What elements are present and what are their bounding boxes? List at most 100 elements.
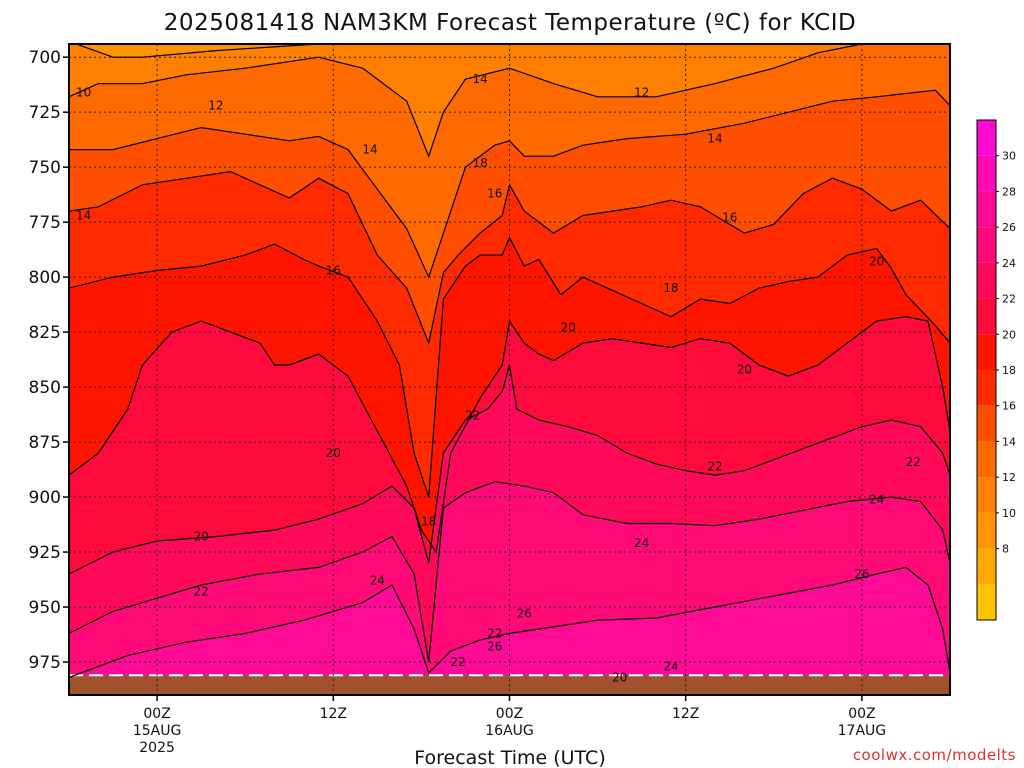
contour-label: 20 <box>612 670 627 684</box>
colorbar-label: 14 <box>1002 435 1016 448</box>
contour-label: 18 <box>472 156 487 170</box>
colorbar-label: 10 <box>1002 507 1016 520</box>
y-tick-label: 950 <box>29 598 61 618</box>
contour-label: 20 <box>194 530 209 544</box>
contour-line-18 <box>69 236 950 498</box>
contour-line-20 <box>69 316 950 554</box>
y-tick-label: 975 <box>29 653 61 673</box>
contour-line-16 <box>69 170 950 346</box>
y-tick-label: 775 <box>29 213 61 233</box>
colorbar-label: 26 <box>1002 221 1016 234</box>
colorbar-label: 12 <box>1002 471 1016 484</box>
y-tick-label: 750 <box>29 158 61 178</box>
y-tick-label: 725 <box>29 103 61 123</box>
contour-label: 26 <box>854 567 869 581</box>
contour-line-22 <box>69 364 950 575</box>
contour-line-10 <box>76 44 319 58</box>
x-axis-label: Forecast Time (UTC) <box>414 747 605 768</box>
y-tick-label: 875 <box>29 433 61 453</box>
colorbar-label: 30 <box>1002 150 1016 163</box>
y-tick-label: 825 <box>29 323 61 343</box>
contour-label: 22 <box>194 585 209 599</box>
temperature-contours <box>69 44 950 678</box>
fill-band-26 <box>69 567 950 695</box>
colorbar-swatch <box>977 477 996 513</box>
colorbar-label: 18 <box>1002 364 1016 377</box>
x-tick-label: 12Z <box>672 706 699 722</box>
contour-label: 22 <box>465 409 480 423</box>
colorbar: 8 10 12 14 16 18 20 22 24 26 28 30 <box>976 119 1016 621</box>
colorbar-swatch <box>977 334 996 370</box>
colorbar-label: 22 <box>1002 293 1016 306</box>
credit-link[interactable]: coolwx.com/modelts <box>853 746 1016 764</box>
contour-label: 20 <box>869 255 884 269</box>
contour-label: 14 <box>472 72 487 86</box>
colorbar-label: 16 <box>1002 400 1016 413</box>
plot-area: 10 12 12 14 14 14 14 18 16 16 16 20 18 20 20 22 20 22 22 18… <box>69 44 950 695</box>
contour-line-24 <box>69 481 950 663</box>
x-tick-label: 16AUG <box>485 723 534 739</box>
contour-label: 14 <box>362 143 377 157</box>
contour-labels: 10 12 12 14 14 14 14 18 16 16 16 20 18 20 20 22 20 22 22 18… <box>76 72 921 684</box>
colorbar-swatch <box>977 298 996 335</box>
contour-label: 24 <box>869 492 884 506</box>
x-tick-label: 12Z <box>320 706 347 722</box>
contour-label: 20 <box>737 363 752 377</box>
grid-lines <box>69 44 950 695</box>
colorbar-swatch <box>977 370 996 406</box>
contour-label: 22 <box>450 655 465 669</box>
contour-label: 14 <box>707 132 722 146</box>
contour-label: 14 <box>76 209 91 223</box>
contour-label: 26 <box>517 607 532 621</box>
contour-label: 16 <box>487 187 502 201</box>
x-tick-label: 00Z <box>496 706 523 722</box>
contour-label: 26 <box>487 640 502 654</box>
contour-label: 22 <box>487 626 502 640</box>
contour-label: 24 <box>370 574 385 588</box>
colorbar-swatch <box>977 262 996 299</box>
contour-label: 12 <box>208 99 223 113</box>
colorbar-swatch <box>977 155 996 192</box>
temperature-fill-bands <box>69 44 950 695</box>
x-tick-label: 15AUG <box>133 723 182 739</box>
x-tick-label: 17AUG <box>838 723 887 739</box>
contour-label: 20 <box>561 321 576 335</box>
x-tick-label: 00Z <box>143 706 170 722</box>
y-tick-label: 800 <box>29 268 61 288</box>
contour-label: 18 <box>663 281 678 295</box>
contour-label: 18 <box>421 514 436 528</box>
colorbar-label: 8 <box>1002 543 1009 556</box>
colorbar-swatch <box>977 548 996 585</box>
y-tick-label: 900 <box>29 488 61 508</box>
contour-label: 10 <box>76 85 91 99</box>
colorbar-swatch <box>977 120 996 156</box>
contour-label: 24 <box>663 659 678 673</box>
contour-label: 22 <box>707 459 722 473</box>
colorbar-label: 28 <box>1002 185 1016 198</box>
contour-label: 20 <box>326 446 341 460</box>
colorbar-swatch <box>977 512 996 549</box>
colorbar-label: 24 <box>1002 257 1016 270</box>
chart-title: 2025081418 NAM3KM Forecast Temperature (… <box>164 10 856 36</box>
contour-line-12 <box>69 44 863 158</box>
contour-label: 16 <box>326 264 341 278</box>
colorbar-label: 20 <box>1002 328 1016 341</box>
colorbar-swatch <box>977 405 996 442</box>
y-tick-label: 925 <box>29 543 61 563</box>
y-axis-ticks: 700 725 750 775 800 825 850 875 900 925 950 975 <box>29 48 69 673</box>
y-tick-label: 850 <box>29 378 61 398</box>
x-tick-label: 00Z <box>848 706 875 722</box>
y-tick-label: 700 <box>29 48 61 68</box>
contour-line-26 <box>69 566 950 678</box>
colorbar-swatch <box>977 441 996 478</box>
contour-label: 24 <box>634 536 649 550</box>
contour-label: 12 <box>634 85 649 99</box>
colorbar-swatch <box>977 227 996 263</box>
contour-line-14 <box>69 89 950 279</box>
contour-label: 22 <box>906 455 921 469</box>
colorbar-swatch <box>977 191 996 228</box>
x-tick-label: 2025 <box>139 740 175 756</box>
colorbar-swatch <box>977 584 996 620</box>
